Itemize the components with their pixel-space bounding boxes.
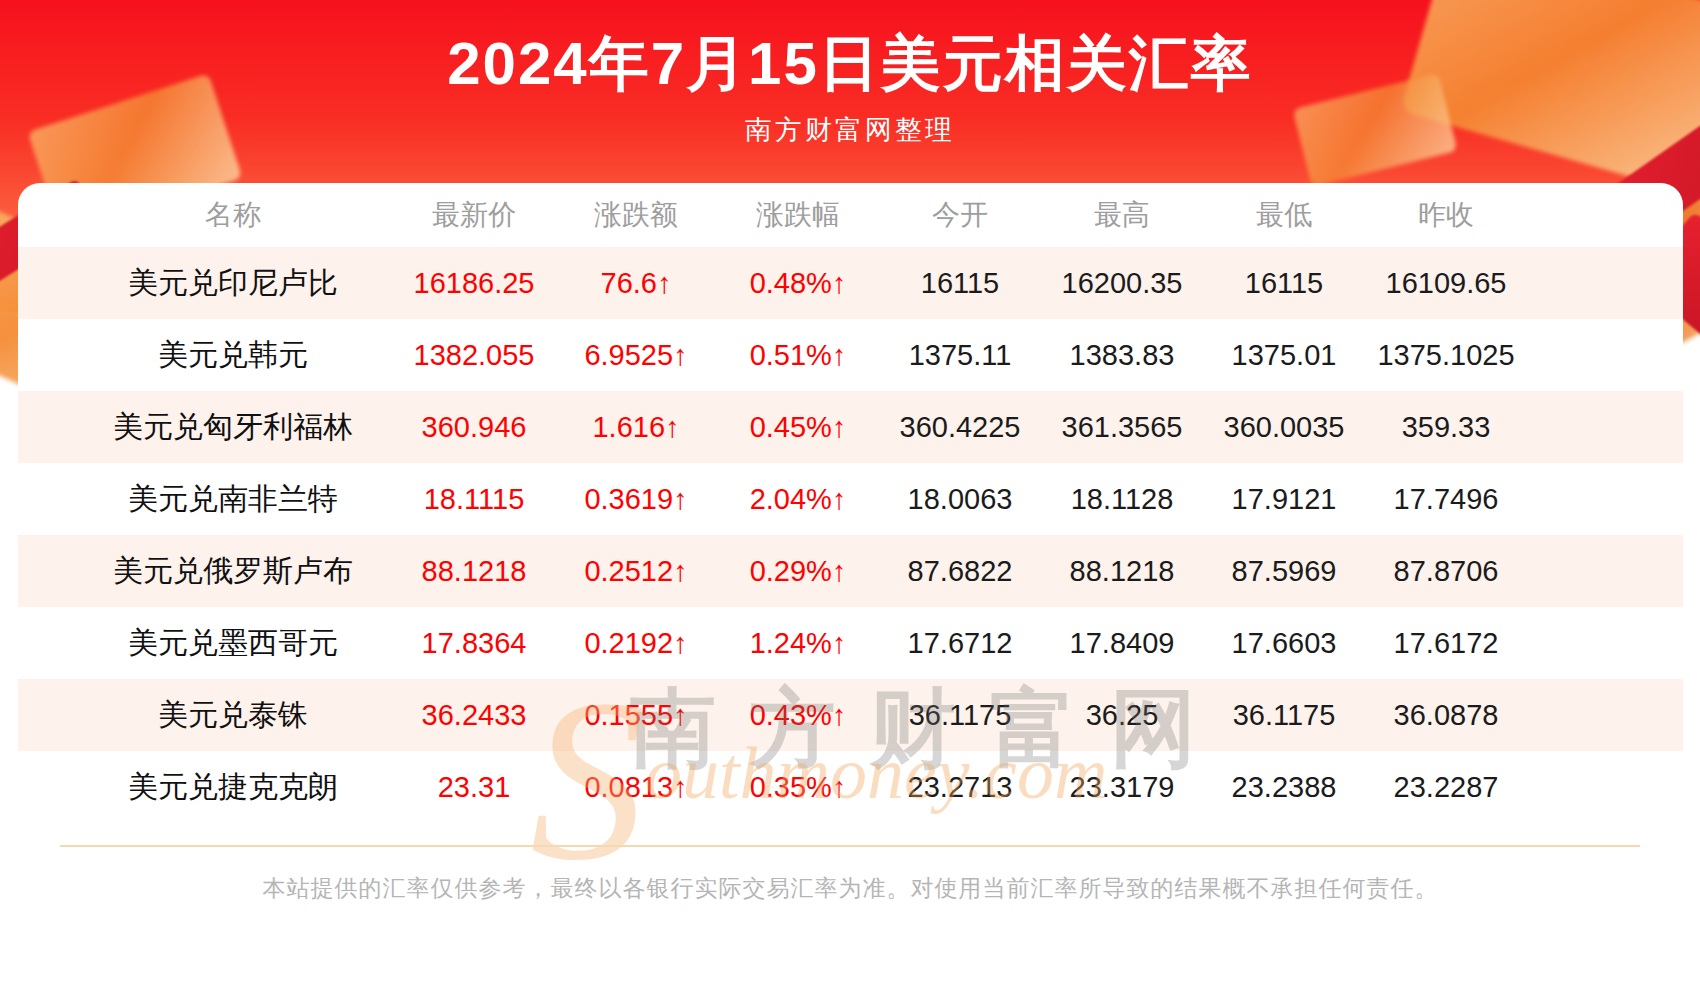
high-price: 17.8409 — [1041, 627, 1203, 660]
currency-pair-name: 美元兑俄罗斯卢布 — [73, 551, 393, 592]
change-amount: 6.9525↑ — [555, 339, 717, 372]
column-header-high: 最高 — [1041, 196, 1203, 234]
change-percent: 0.51%↑ — [717, 339, 879, 372]
table-row: 美元兑南非兰特 18.1115 0.3619↑ 2.04%↑ 18.0063 1… — [18, 463, 1683, 535]
high-price: 88.1218 — [1041, 555, 1203, 588]
column-header-low: 最低 — [1203, 196, 1365, 234]
column-header-prev: 昨收 — [1365, 196, 1527, 234]
low-price: 87.5969 — [1203, 555, 1365, 588]
open-price: 17.6712 — [879, 627, 1041, 660]
open-price: 18.0063 — [879, 483, 1041, 516]
open-price: 23.2713 — [879, 771, 1041, 804]
change-percent: 0.29%↑ — [717, 555, 879, 588]
latest-price: 1382.055 — [393, 339, 555, 372]
page-subtitle: 南方财富网整理 — [0, 112, 1700, 148]
currency-pair-name: 美元兑匈牙利福林 — [73, 407, 393, 448]
column-header-change: 涨跌额 — [555, 196, 717, 234]
footer-divider — [60, 845, 1640, 847]
latest-price: 88.1218 — [393, 555, 555, 588]
change-percent: 2.04%↑ — [717, 483, 879, 516]
change-percent: 0.35%↑ — [717, 771, 879, 804]
table-row: 美元兑韩元 1382.055 6.9525↑ 0.51%↑ 1375.11 13… — [18, 319, 1683, 391]
prev-close-price: 17.7496 — [1365, 483, 1527, 516]
table-body: 美元兑印尼卢比 16186.25 76.6↑ 0.48%↑ 16115 1620… — [18, 247, 1683, 823]
table-header-row: 名称 最新价 涨跌额 涨跌幅 今开 最高 最低 昨收 — [18, 183, 1683, 247]
change-amount: 0.1555↑ — [555, 699, 717, 732]
column-header-pct: 涨跌幅 — [717, 196, 879, 234]
change-percent: 0.48%↑ — [717, 267, 879, 300]
low-price: 17.6603 — [1203, 627, 1365, 660]
table-row: 美元兑俄罗斯卢布 88.1218 0.2512↑ 0.29%↑ 87.6822 … — [18, 535, 1683, 607]
change-amount: 0.2192↑ — [555, 627, 717, 660]
currency-pair-name: 美元兑捷克克朗 — [73, 767, 393, 808]
currency-pair-name: 美元兑印尼卢比 — [73, 263, 393, 304]
high-price: 1383.83 — [1041, 339, 1203, 372]
page-title: 2024年7月15日美元相关汇率 — [0, 24, 1700, 105]
prev-close-price: 36.0878 — [1365, 699, 1527, 732]
low-price: 17.9121 — [1203, 483, 1365, 516]
latest-price: 17.8364 — [393, 627, 555, 660]
change-amount: 0.3619↑ — [555, 483, 717, 516]
low-price: 36.1175 — [1203, 699, 1365, 732]
high-price: 18.1128 — [1041, 483, 1203, 516]
table-row: 美元兑印尼卢比 16186.25 76.6↑ 0.48%↑ 16115 1620… — [18, 247, 1683, 319]
table-row: 美元兑墨西哥元 17.8364 0.2192↑ 1.24%↑ 17.6712 1… — [18, 607, 1683, 679]
high-price: 361.3565 — [1041, 411, 1203, 444]
open-price: 87.6822 — [879, 555, 1041, 588]
high-price: 36.25 — [1041, 699, 1203, 732]
change-amount: 0.0813↑ — [555, 771, 717, 804]
change-percent: 0.45%↑ — [717, 411, 879, 444]
column-header-name: 名称 — [73, 196, 393, 234]
latest-price: 18.1115 — [393, 483, 555, 516]
disclaimer-text: 本站提供的汇率仅供参考，最终以各银行实际交易汇率为准。对使用当前汇率所导致的结果… — [18, 873, 1683, 904]
change-percent: 0.43%↑ — [717, 699, 879, 732]
prev-close-price: 359.33 — [1365, 411, 1527, 444]
table-row: 美元兑匈牙利福林 360.946 1.616↑ 0.45%↑ 360.4225 … — [18, 391, 1683, 463]
prev-close-price: 87.8706 — [1365, 555, 1527, 588]
prev-close-price: 23.2287 — [1365, 771, 1527, 804]
rates-table-card: 名称 最新价 涨跌额 涨跌幅 今开 最高 最低 昨收 美元兑印尼卢比 16186… — [18, 183, 1683, 1000]
currency-pair-name: 美元兑韩元 — [73, 335, 393, 376]
currency-pair-name: 美元兑墨西哥元 — [73, 623, 393, 664]
column-header-open: 今开 — [879, 196, 1041, 234]
latest-price: 360.946 — [393, 411, 555, 444]
latest-price: 23.31 — [393, 771, 555, 804]
change-percent: 1.24%↑ — [717, 627, 879, 660]
page: 2024年7月15日美元相关汇率 南方财富网整理 名称 最新价 涨跌额 涨跌幅 … — [0, 0, 1700, 1000]
low-price: 360.0035 — [1203, 411, 1365, 444]
high-price: 16200.35 — [1041, 267, 1203, 300]
column-header-latest: 最新价 — [393, 196, 555, 234]
change-amount: 76.6↑ — [555, 267, 717, 300]
open-price: 36.1175 — [879, 699, 1041, 732]
open-price: 360.4225 — [879, 411, 1041, 444]
prev-close-price: 16109.65 — [1365, 267, 1527, 300]
latest-price: 16186.25 — [393, 267, 555, 300]
currency-pair-name: 美元兑泰铢 — [73, 695, 393, 736]
change-amount: 1.616↑ — [555, 411, 717, 444]
prev-close-price: 1375.1025 — [1365, 339, 1527, 372]
low-price: 23.2388 — [1203, 771, 1365, 804]
prev-close-price: 17.6172 — [1365, 627, 1527, 660]
low-price: 16115 — [1203, 267, 1365, 300]
change-amount: 0.2512↑ — [555, 555, 717, 588]
latest-price: 36.2433 — [393, 699, 555, 732]
low-price: 1375.01 — [1203, 339, 1365, 372]
open-price: 1375.11 — [879, 339, 1041, 372]
high-price: 23.3179 — [1041, 771, 1203, 804]
currency-pair-name: 美元兑南非兰特 — [73, 479, 393, 520]
table-row: 美元兑捷克克朗 23.31 0.0813↑ 0.35%↑ 23.2713 23.… — [18, 751, 1683, 823]
table-row: 美元兑泰铢 36.2433 0.1555↑ 0.43%↑ 36.1175 36.… — [18, 679, 1683, 751]
open-price: 16115 — [879, 267, 1041, 300]
